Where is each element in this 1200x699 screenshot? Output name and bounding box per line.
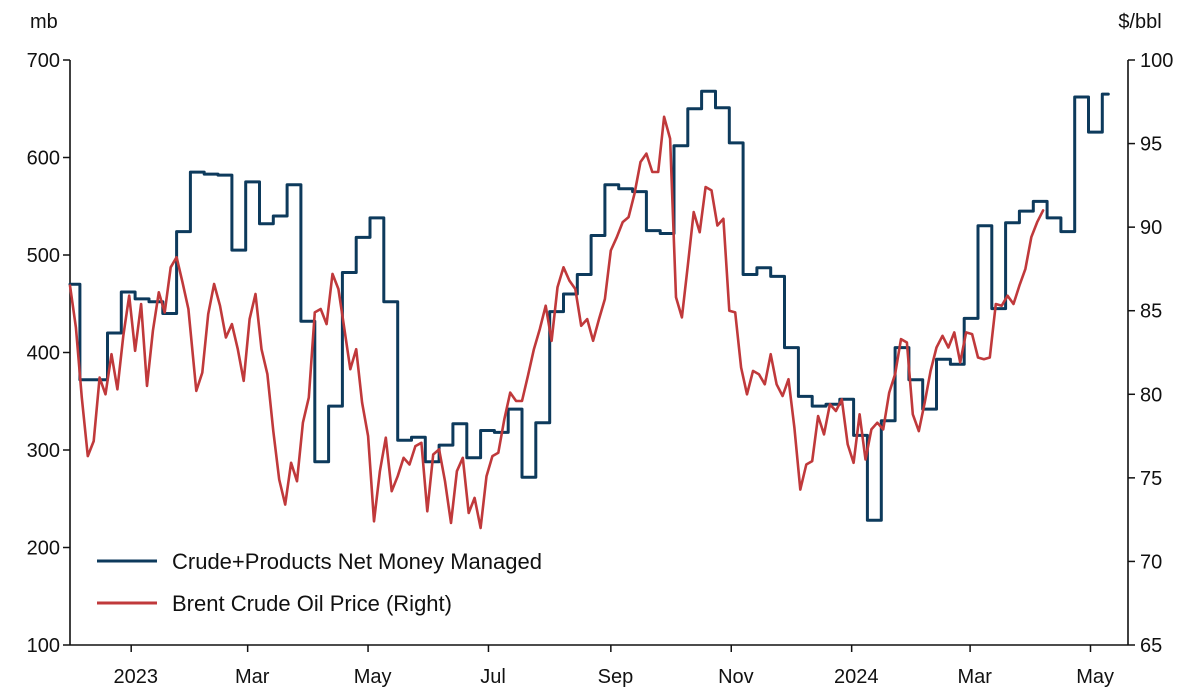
right-tick-label: 65 (1140, 635, 1162, 657)
legend: Crude+Products Net Money Managed Brent C… (97, 549, 542, 616)
series-brent-price-line (68, 115, 1045, 530)
left-tick-label: 300 (27, 440, 60, 462)
left-tick-label: 700 (27, 50, 60, 72)
left-tick-label: 600 (27, 148, 60, 170)
left-axis-ticks: 100 200 300 400 500 600 700 (27, 50, 70, 657)
x-tick-label: 2024 (834, 666, 879, 688)
x-tick-label: Mar (957, 666, 992, 688)
x-axis-ticks: 2023 Mar May Jul Sep Nov 2024 Mar May (114, 645, 1114, 688)
x-tick-label: Sep (598, 666, 634, 688)
legend-label-net-money-managed: Crude+Products Net Money Managed (172, 549, 542, 574)
left-axis-unit: mb (30, 11, 58, 33)
right-tick-label: 100 (1140, 50, 1173, 72)
right-tick-label: 95 (1140, 134, 1162, 156)
x-tick-label: 2023 (114, 666, 159, 688)
right-tick-label: 70 (1140, 551, 1162, 573)
right-tick-label: 85 (1140, 301, 1162, 323)
right-axis-unit: $/bbl (1118, 11, 1161, 33)
x-tick-label: Jul (480, 666, 506, 688)
right-axis-ticks: 65 70 75 80 85 90 95 100 (1128, 50, 1173, 657)
right-tick-label: 80 (1140, 384, 1162, 406)
x-tick-label: May (1076, 666, 1114, 688)
left-tick-label: 200 (27, 538, 60, 560)
plot-area: 100 200 300 400 500 600 700 65 70 75 80 85 90 95 100 … (27, 50, 1174, 688)
legend-label-brent-price: Brent Crude Oil Price (Right) (172, 591, 452, 616)
series-layer (68, 89, 1110, 530)
left-tick-label: 400 (27, 343, 60, 365)
x-tick-label: Nov (718, 666, 754, 688)
left-tick-label: 100 (27, 635, 60, 657)
series-net-money-managed-line (68, 89, 1110, 522)
x-tick-label: May (354, 666, 392, 688)
x-tick-label: Mar (235, 666, 270, 688)
right-tick-label: 90 (1140, 217, 1162, 239)
right-tick-label: 75 (1140, 468, 1162, 490)
left-tick-label: 500 (27, 245, 60, 267)
